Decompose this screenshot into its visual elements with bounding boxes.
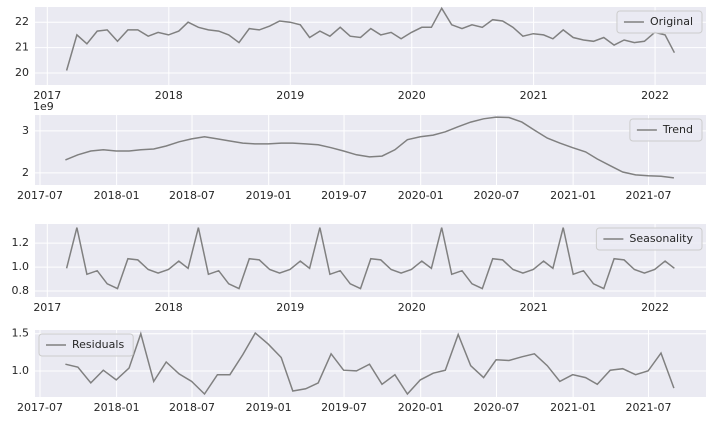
data-line — [65, 116, 674, 179]
x-tick-label: 2019 — [276, 89, 304, 102]
data-line — [65, 331, 675, 396]
legend: Seasonality — [595, 227, 703, 251]
y-tick-label: 1.0 — [12, 260, 30, 273]
panel: 1.0 1.5 2017-07 2018-01 2018-07 2019-01 2019-0… — [12, 327, 706, 414]
x-tick-label: 2019-07 — [321, 189, 367, 202]
legend: Original — [616, 10, 703, 34]
legend-box — [595, 227, 703, 251]
data-line — [65, 6, 676, 71]
x-tick-label: 2018-01 — [94, 401, 140, 414]
legend-label: Original — [650, 15, 693, 28]
x-tick-label: 2019-01 — [246, 189, 292, 202]
x-tick-label: 2018-07 — [169, 189, 215, 202]
y-tick-label: 20 — [15, 66, 29, 79]
x-tick-label: 2022 — [641, 89, 669, 102]
legend-box — [616, 10, 703, 34]
legend-box — [629, 118, 703, 142]
axis-offset-label: 1e9 — [33, 100, 54, 113]
x-tick-label: 2018-07 — [169, 401, 215, 414]
x-tick-label: 2020 — [398, 301, 426, 314]
x-tick-label: 2021-01 — [550, 189, 596, 202]
legend-box — [38, 333, 134, 357]
x-tick-label: 2018 — [155, 301, 183, 314]
x-tick-label: 2020-07 — [474, 401, 520, 414]
y-tick-label: 1.5 — [12, 327, 30, 340]
plot-background — [35, 7, 706, 85]
legend: Trend — [629, 118, 703, 142]
x-tick-label: 2021 — [520, 301, 548, 314]
x-tick-label: 2018 — [155, 89, 183, 102]
x-tick-label: 2019-01 — [246, 401, 292, 414]
x-tick-label: 2021 — [520, 89, 548, 102]
x-tick-label: 2019 — [276, 301, 304, 314]
x-tick-label: 2020-01 — [398, 189, 444, 202]
x-tick-label: 2017-07 — [17, 189, 63, 202]
y-tick-label: 1.2 — [12, 236, 30, 249]
legend-label: Trend — [662, 123, 693, 136]
y-tick-label: 21 — [15, 41, 29, 54]
y-tick-label: 3 — [22, 124, 29, 137]
x-tick-label: 2021-01 — [550, 401, 596, 414]
y-tick-label: 0.8 — [12, 284, 30, 297]
x-tick-label: 2020 — [398, 89, 426, 102]
x-tick-label: 2021-07 — [626, 189, 672, 202]
x-tick-label: 2019-07 — [321, 401, 367, 414]
panel: 0.8 1.0 1.2 2017 2018 2019 2020 2021 2022 Seasona… — [12, 224, 706, 314]
x-tick-label: 2021-07 — [626, 401, 672, 414]
x-tick-label: 2022 — [641, 301, 669, 314]
x-tick-label: 2017 — [33, 89, 61, 102]
x-tick-label: 2017-07 — [17, 401, 63, 414]
legend: Residuals — [38, 333, 134, 357]
x-tick-label: 2017 — [33, 301, 61, 314]
legend-label: Seasonality — [629, 232, 693, 245]
plot-background — [35, 330, 706, 397]
x-tick-label: 2020-07 — [474, 189, 520, 202]
y-tick-label: 2 — [22, 166, 29, 179]
x-tick-label: 2018-01 — [94, 189, 140, 202]
x-tick-label: 2020-01 — [398, 401, 444, 414]
y-tick-label: 1.0 — [12, 364, 30, 377]
y-tick-label: 22 — [15, 15, 29, 28]
legend-label: Residuals — [72, 338, 124, 351]
data-line — [65, 227, 675, 290]
panel: 2 3 2017-07 2018-01 2018-07 2019-01 2019-07 202… — [17, 100, 706, 202]
